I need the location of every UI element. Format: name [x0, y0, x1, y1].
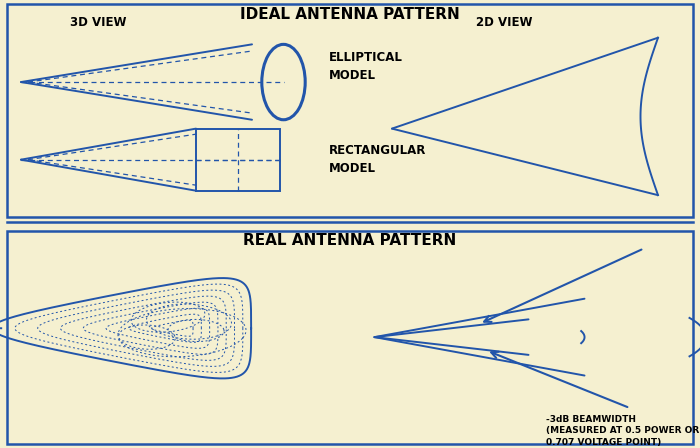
Text: 2D VIEW: 2D VIEW [476, 16, 532, 29]
Text: REAL ANTENNA PATTERN: REAL ANTENNA PATTERN [244, 233, 456, 248]
Text: 3D VIEW: 3D VIEW [70, 16, 126, 29]
Text: -3dB BEAMWIDTH
(MEASURED AT 0.5 POWER OR
0.707 VOLTAGE POINT): -3dB BEAMWIDTH (MEASURED AT 0.5 POWER OR… [546, 415, 699, 447]
Text: ELLIPTICAL
MODEL: ELLIPTICAL MODEL [329, 51, 403, 82]
Text: IDEAL ANTENNA PATTERN: IDEAL ANTENNA PATTERN [240, 7, 460, 22]
Text: RECTANGULAR
MODEL: RECTANGULAR MODEL [329, 144, 426, 175]
Bar [196, 129, 280, 191]
